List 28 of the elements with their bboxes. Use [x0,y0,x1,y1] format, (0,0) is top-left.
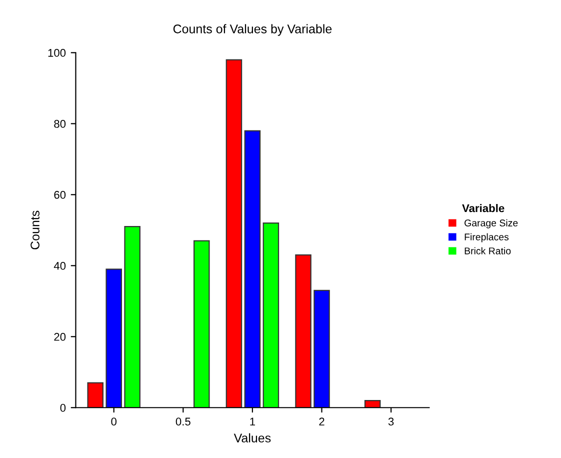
y-tick-label: 40 [54,262,66,270]
x-axis-title: Values [234,433,271,442]
x-tick-label: 1 [250,418,255,426]
x-tick-label: 0 [111,418,117,426]
x-tick-label: 0.5 [176,418,190,426]
y-tick-label: 80 [54,120,66,128]
bar [194,240,210,408]
legend-label: Fireplaces [464,233,509,242]
bar [87,382,104,408]
bar [314,290,330,408]
chart-title: Counts of Values by Variable [173,24,332,36]
y-tick-label: 20 [54,332,66,341]
legend-label: Brick Ratio [464,247,511,254]
bar [262,222,280,408]
y-tick-label: 100 [48,48,66,57]
y-tick-label: 0 [60,404,66,412]
bar [295,254,312,408]
x-tick-label: 2 [319,418,324,426]
bar [106,268,122,408]
x-tick-label: 3 [388,418,394,426]
bar [124,226,140,408]
bar [226,59,242,408]
legend-label: Garage Size [464,219,518,228]
y-axis-title: Counts [30,210,40,250]
y-tick-label: 60 [54,190,66,199]
bar [244,130,261,408]
bar [364,400,381,408]
legend-title: Variable [462,204,504,212]
